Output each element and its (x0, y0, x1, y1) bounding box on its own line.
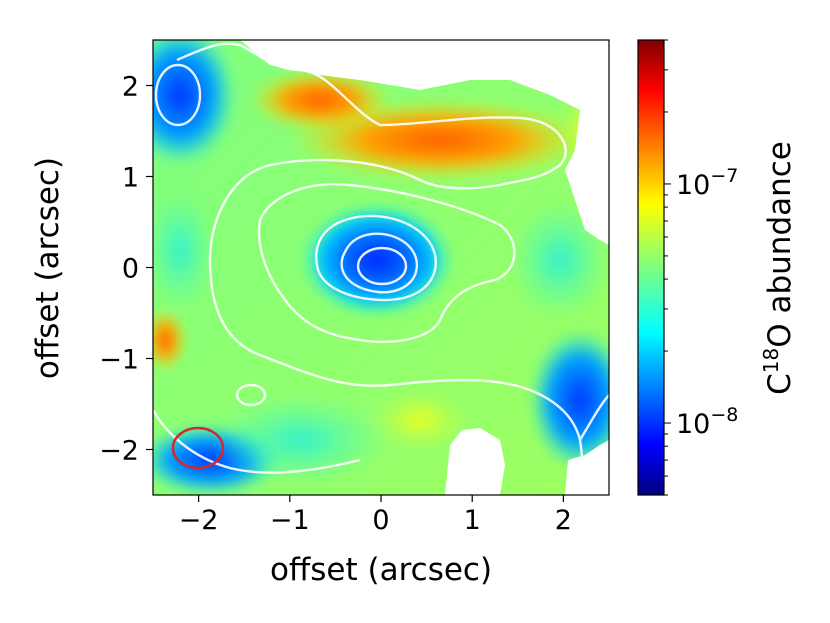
contour-3 (315, 214, 437, 302)
contour-5 (356, 246, 408, 286)
masked-region-south (445, 428, 505, 495)
masked-region-northeast (240, 40, 609, 245)
contour-4 (340, 232, 419, 294)
colorbar-label-superscript: 18 (759, 348, 783, 373)
southeast-low-region (530, 330, 609, 470)
abundance-heatmap (153, 40, 609, 495)
y-tick-label: −2 (99, 436, 139, 467)
x-tick-label: 0 (372, 505, 389, 536)
masked-region-southeast (565, 440, 609, 495)
colorbar-label-suffix: O abundance (762, 141, 798, 348)
central-depletion-region (302, 205, 452, 315)
y-tick-label: 1 (122, 163, 139, 194)
yellow-patch-1 (370, 390, 470, 450)
x-axis-label: offset (arcsec) (270, 552, 492, 588)
contour-2 (257, 182, 516, 343)
beam-ellipse (171, 426, 225, 470)
colorbar (637, 39, 665, 496)
west-cyan-region (153, 190, 215, 310)
colorbar-tick-label: 10−8 (676, 404, 738, 440)
contour-1 (176, 42, 584, 495)
y-tick-label: −1 (99, 345, 139, 376)
contours (153, 42, 609, 495)
yellow-patch-2 (153, 310, 185, 370)
colorbar-tick-label: 10−7 (676, 165, 738, 201)
colorbar-ticks: 10−8 10−7 (664, 39, 738, 496)
x-axis-ticks: −2 −1 0 1 2 (179, 495, 572, 536)
y-axis-label: offset (arcsec) (30, 157, 66, 379)
contour-northwest (154, 63, 202, 127)
y-tick-label: 2 (122, 72, 139, 103)
north-ridge-2 (250, 70, 390, 130)
contour-small (235, 383, 267, 407)
x-tick-label: −2 (179, 505, 219, 536)
contour-southwest (153, 409, 361, 474)
east-cyan-region (510, 200, 609, 320)
colorbar-label-prefix: C (762, 373, 798, 395)
colorbar-label: C18O abundance (759, 141, 798, 395)
contour-southeast (578, 394, 609, 441)
x-tick-label: 1 (464, 505, 481, 536)
y-axis-ticks: −2 −1 0 1 2 (99, 72, 153, 467)
x-tick-label: 2 (555, 505, 572, 536)
northwest-low-region (153, 40, 235, 165)
x-tick-label: −1 (270, 505, 310, 536)
y-tick-label: 0 (122, 254, 139, 285)
